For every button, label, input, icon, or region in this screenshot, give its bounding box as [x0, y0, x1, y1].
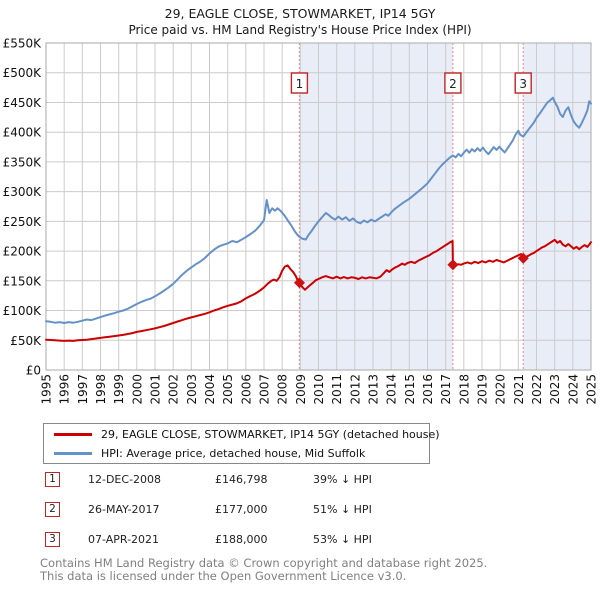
license-line-2: This data is licensed under the Open Gov…	[40, 569, 407, 583]
y-tick-label: £150K	[3, 274, 43, 288]
sale-flag-number: 3	[519, 77, 527, 91]
x-tick-label: 2000	[130, 374, 144, 405]
x-tick-label: 2016	[421, 374, 435, 405]
x-tick-label: 2019	[476, 374, 490, 405]
price-chart: 1 2 3 £0 £50K £100K £150K £200K £250K £300K £350K £…	[3, 37, 599, 405]
sale-flag	[444, 72, 462, 94]
legend-label: HPI: Average price, detached house, Mid …	[101, 447, 366, 460]
sale-date: 12-DEC-2008	[88, 473, 162, 486]
hpi-line	[45, 96, 592, 324]
y-tick-label: £250K	[3, 215, 43, 229]
x-tick-label: 2007	[258, 374, 272, 405]
x-tick-label: 2003	[185, 374, 199, 405]
x-tick-label: 2013	[367, 374, 381, 405]
y-tick-label: £300K	[3, 185, 43, 199]
y-tick-label: £0	[26, 364, 41, 378]
y-tick-label: £400K	[3, 126, 43, 140]
x-tick-label: 2024	[566, 374, 580, 405]
y-tick-label: £450K	[3, 96, 43, 110]
y-tick-label: £550K	[3, 37, 43, 51]
sale-price: £177,000	[215, 503, 268, 516]
chart-legend: 29, EAGLE CLOSE, STOWMARKET, IP14 5GY (d…	[43, 423, 440, 464]
license-footer: Contains HM Land Registry data © Crown c…	[40, 557, 487, 583]
x-tick-label: 2012	[348, 374, 362, 405]
x-tick-label: 2001	[149, 374, 163, 405]
table-row: 2 26-MAY-2017 £177,000 51% ↓ HPI	[45, 502, 485, 520]
x-tick-label: 2020	[494, 374, 508, 405]
plot-border	[45, 42, 592, 371]
x-tick-label: 2022	[530, 374, 544, 405]
sale-number-badge: 1	[45, 472, 60, 487]
x-tick-label: 2017	[439, 374, 453, 405]
sale-marker-diamond	[447, 259, 459, 271]
x-tick-label: 2015	[403, 374, 417, 405]
x-tick-label: 2021	[512, 374, 526, 405]
sale-flag-number: 2	[449, 77, 457, 91]
x-tick-label: 1995	[40, 374, 54, 405]
page-title: 29, EAGLE CLOSE, STOWMARKET, IP14 5GY	[164, 6, 436, 21]
y-tick-label: £500K	[3, 66, 43, 80]
legend-item-hpi: HPI: Average price, detached house, Mid …	[44, 444, 429, 463]
y-tick-label: £100K	[3, 304, 43, 318]
sale-price: £146,798	[215, 473, 268, 486]
y-tick-label: £200K	[3, 245, 43, 259]
x-tick-label: 1996	[58, 374, 72, 405]
x-tick-label: 1998	[94, 374, 108, 405]
sale-vs-hpi: 53% ↓ HPI	[313, 533, 372, 546]
y-tick-label: £350K	[3, 155, 43, 169]
sale-number-badge: 2	[45, 502, 60, 517]
sale-marker-diamond	[293, 277, 305, 289]
sale-flag-number: 1	[296, 77, 304, 91]
y-tick-label: £50K	[10, 334, 42, 348]
x-tick-label: 2011	[330, 374, 344, 405]
table-row: 1 12-DEC-2008 £146,798 39% ↓ HPI	[45, 472, 485, 490]
ownership-period-band	[299, 43, 453, 370]
sale-marker-diamond	[517, 252, 529, 264]
x-tick-label: 1997	[76, 374, 90, 405]
x-tick-label: 2023	[548, 374, 562, 405]
x-tick-label: 2008	[276, 374, 290, 405]
license-line-1: Contains HM Land Registry data © Crown c…	[40, 556, 488, 570]
ownership-period-band	[523, 43, 591, 370]
x-tick-label: 2002	[167, 374, 181, 405]
x-tick-label: 2018	[457, 374, 471, 405]
x-tick-label: 1999	[112, 374, 126, 405]
page-subtitle: Price paid vs. HM Land Registry's House …	[128, 23, 472, 37]
sale-vs-hpi: 39% ↓ HPI	[313, 473, 372, 486]
hpi-line-swatch	[54, 452, 92, 455]
x-tick-label: 2009	[294, 374, 308, 405]
sale-flag	[290, 72, 309, 94]
x-tick-label: 2006	[239, 374, 253, 405]
x-tick-label: 2014	[385, 374, 399, 405]
x-tick-label: 2025	[585, 374, 599, 405]
x-tick-label: 2005	[221, 374, 235, 405]
legend-label: 29, EAGLE CLOSE, STOWMARKET, IP14 5GY (d…	[101, 428, 440, 441]
sale-price: £188,000	[215, 533, 268, 546]
x-tick-label: 2010	[312, 374, 326, 405]
sale-number-badge: 3	[45, 532, 60, 547]
sale-vs-hpi: 51% ↓ HPI	[313, 503, 372, 516]
price-paid-line-swatch	[54, 433, 92, 436]
sale-date: 07-APR-2021	[88, 533, 160, 546]
sale-date: 26-MAY-2017	[88, 503, 160, 516]
x-tick-label: 2004	[203, 374, 217, 405]
sale-flag	[514, 72, 532, 94]
table-row: 3 07-APR-2021 £188,000 53% ↓ HPI	[45, 532, 485, 550]
legend-item-price-paid: 29, EAGLE CLOSE, STOWMARKET, IP14 5GY (d…	[44, 425, 440, 444]
